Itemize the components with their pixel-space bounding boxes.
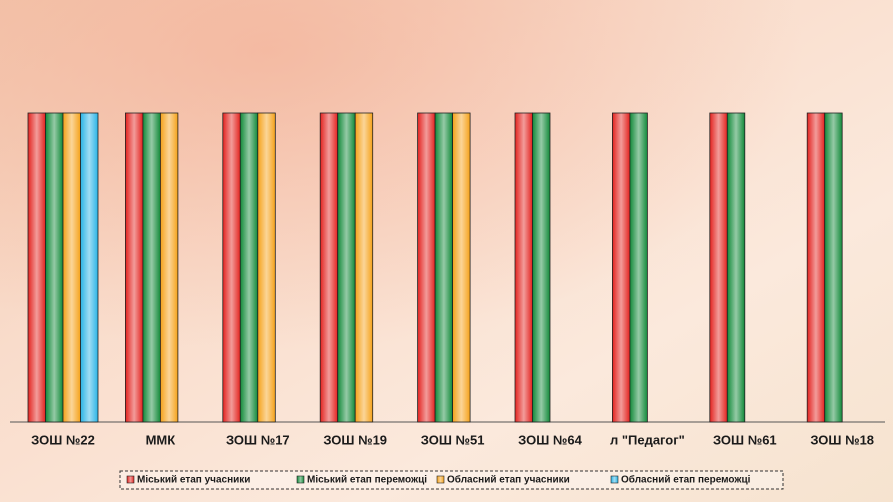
bar [45,112,64,423]
bar [709,112,728,423]
bar [452,112,471,423]
bar [319,112,339,423]
bar [62,112,81,423]
x-tick-label: ЗОШ №61 [713,432,777,447]
bar [142,112,161,423]
bar [159,112,179,423]
x-tick-label: л "Педагог" [610,432,685,447]
bar [629,112,648,423]
legend-marker [610,475,619,484]
legend-box [119,470,784,490]
bar [257,112,276,423]
bar [532,112,551,423]
bar [337,112,356,423]
bar [806,112,826,423]
bar [824,112,843,423]
x-tick-label: ММК [146,432,176,447]
bar [125,112,144,423]
legend-label: Міський етап учасники [137,475,250,486]
legend-marker [126,475,135,484]
legend-label: Обласний етап учасники [447,474,570,486]
x-tick-label: ЗОШ №22 [31,432,95,447]
bar [222,112,241,423]
bar [434,112,454,423]
x-tick-label: ЗОШ №18 [810,432,874,447]
bar [417,112,436,423]
x-tick-label: ЗОШ №64 [518,432,582,447]
legend-label: Обласний етап переможці [621,474,751,486]
legend-label: Міський етап переможці [307,475,427,486]
bar [354,112,374,423]
bar [27,112,46,423]
x-tick-label: ЗОШ №17 [226,432,290,447]
bar [726,112,746,423]
bar [239,112,259,423]
legend-marker [436,475,445,484]
bar [514,112,533,423]
bar [612,112,631,423]
x-tick-label: ЗОШ №19 [323,432,387,447]
x-tick-label: ЗОШ №51 [421,432,485,447]
bar [80,112,99,423]
legend-marker [296,475,305,484]
